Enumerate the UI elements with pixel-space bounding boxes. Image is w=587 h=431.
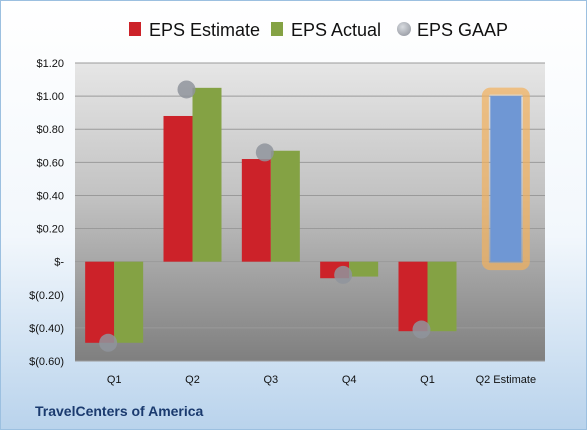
bar-q2-estimate <box>490 96 522 262</box>
bar-eps-estimate <box>163 115 193 262</box>
x-tick-label: Q2 Estimate <box>476 374 537 386</box>
y-tick-label: $(0.60) <box>29 356 64 368</box>
legend-swatch <box>397 22 411 36</box>
x-tick-label: Q2 <box>185 374 200 386</box>
y-tick-label: $(0.40) <box>29 323 64 335</box>
bar-eps-actual <box>427 261 457 332</box>
x-tick-label: Q1 <box>420 374 435 386</box>
estimate-bar-glow <box>481 87 530 271</box>
legend-swatch <box>129 22 141 36</box>
legend-label: EPS Actual <box>291 20 381 40</box>
x-tick-label: Q1 <box>107 374 122 386</box>
y-tick-label: $0.20 <box>36 224 64 236</box>
bar-eps-actual <box>270 150 300 262</box>
bar-eps-estimate <box>241 159 271 262</box>
plot-area <box>75 63 545 361</box>
x-tick-label: Q3 <box>263 374 278 386</box>
gaap-point <box>99 333 118 352</box>
y-tick-label: $0.60 <box>36 157 64 169</box>
gaap-point <box>177 80 196 99</box>
company-name: TravelCenters of America <box>35 403 204 419</box>
y-tick-label: $1.20 <box>36 58 64 70</box>
y-tick-label: $1.00 <box>36 91 64 103</box>
x-tick-label: Q4 <box>342 374 357 386</box>
bar-eps-actual <box>114 261 144 343</box>
bar-eps-actual <box>349 261 379 277</box>
gaap-point <box>255 143 274 162</box>
bar-eps-estimate <box>398 261 428 332</box>
bar-eps-estimate <box>85 261 115 343</box>
y-tick-label: $- <box>54 257 64 269</box>
gaap-point <box>412 320 431 339</box>
y-tick-label: $(0.20) <box>29 290 64 302</box>
bar-eps-actual <box>192 87 222 262</box>
legend-label: EPS GAAP <box>417 20 508 40</box>
gaap-point <box>334 265 353 284</box>
y-tick-label: $0.80 <box>36 124 64 136</box>
legend-label: EPS Estimate <box>149 20 260 40</box>
y-tick-label: $0.40 <box>36 190 64 202</box>
legend-swatch <box>271 22 283 36</box>
